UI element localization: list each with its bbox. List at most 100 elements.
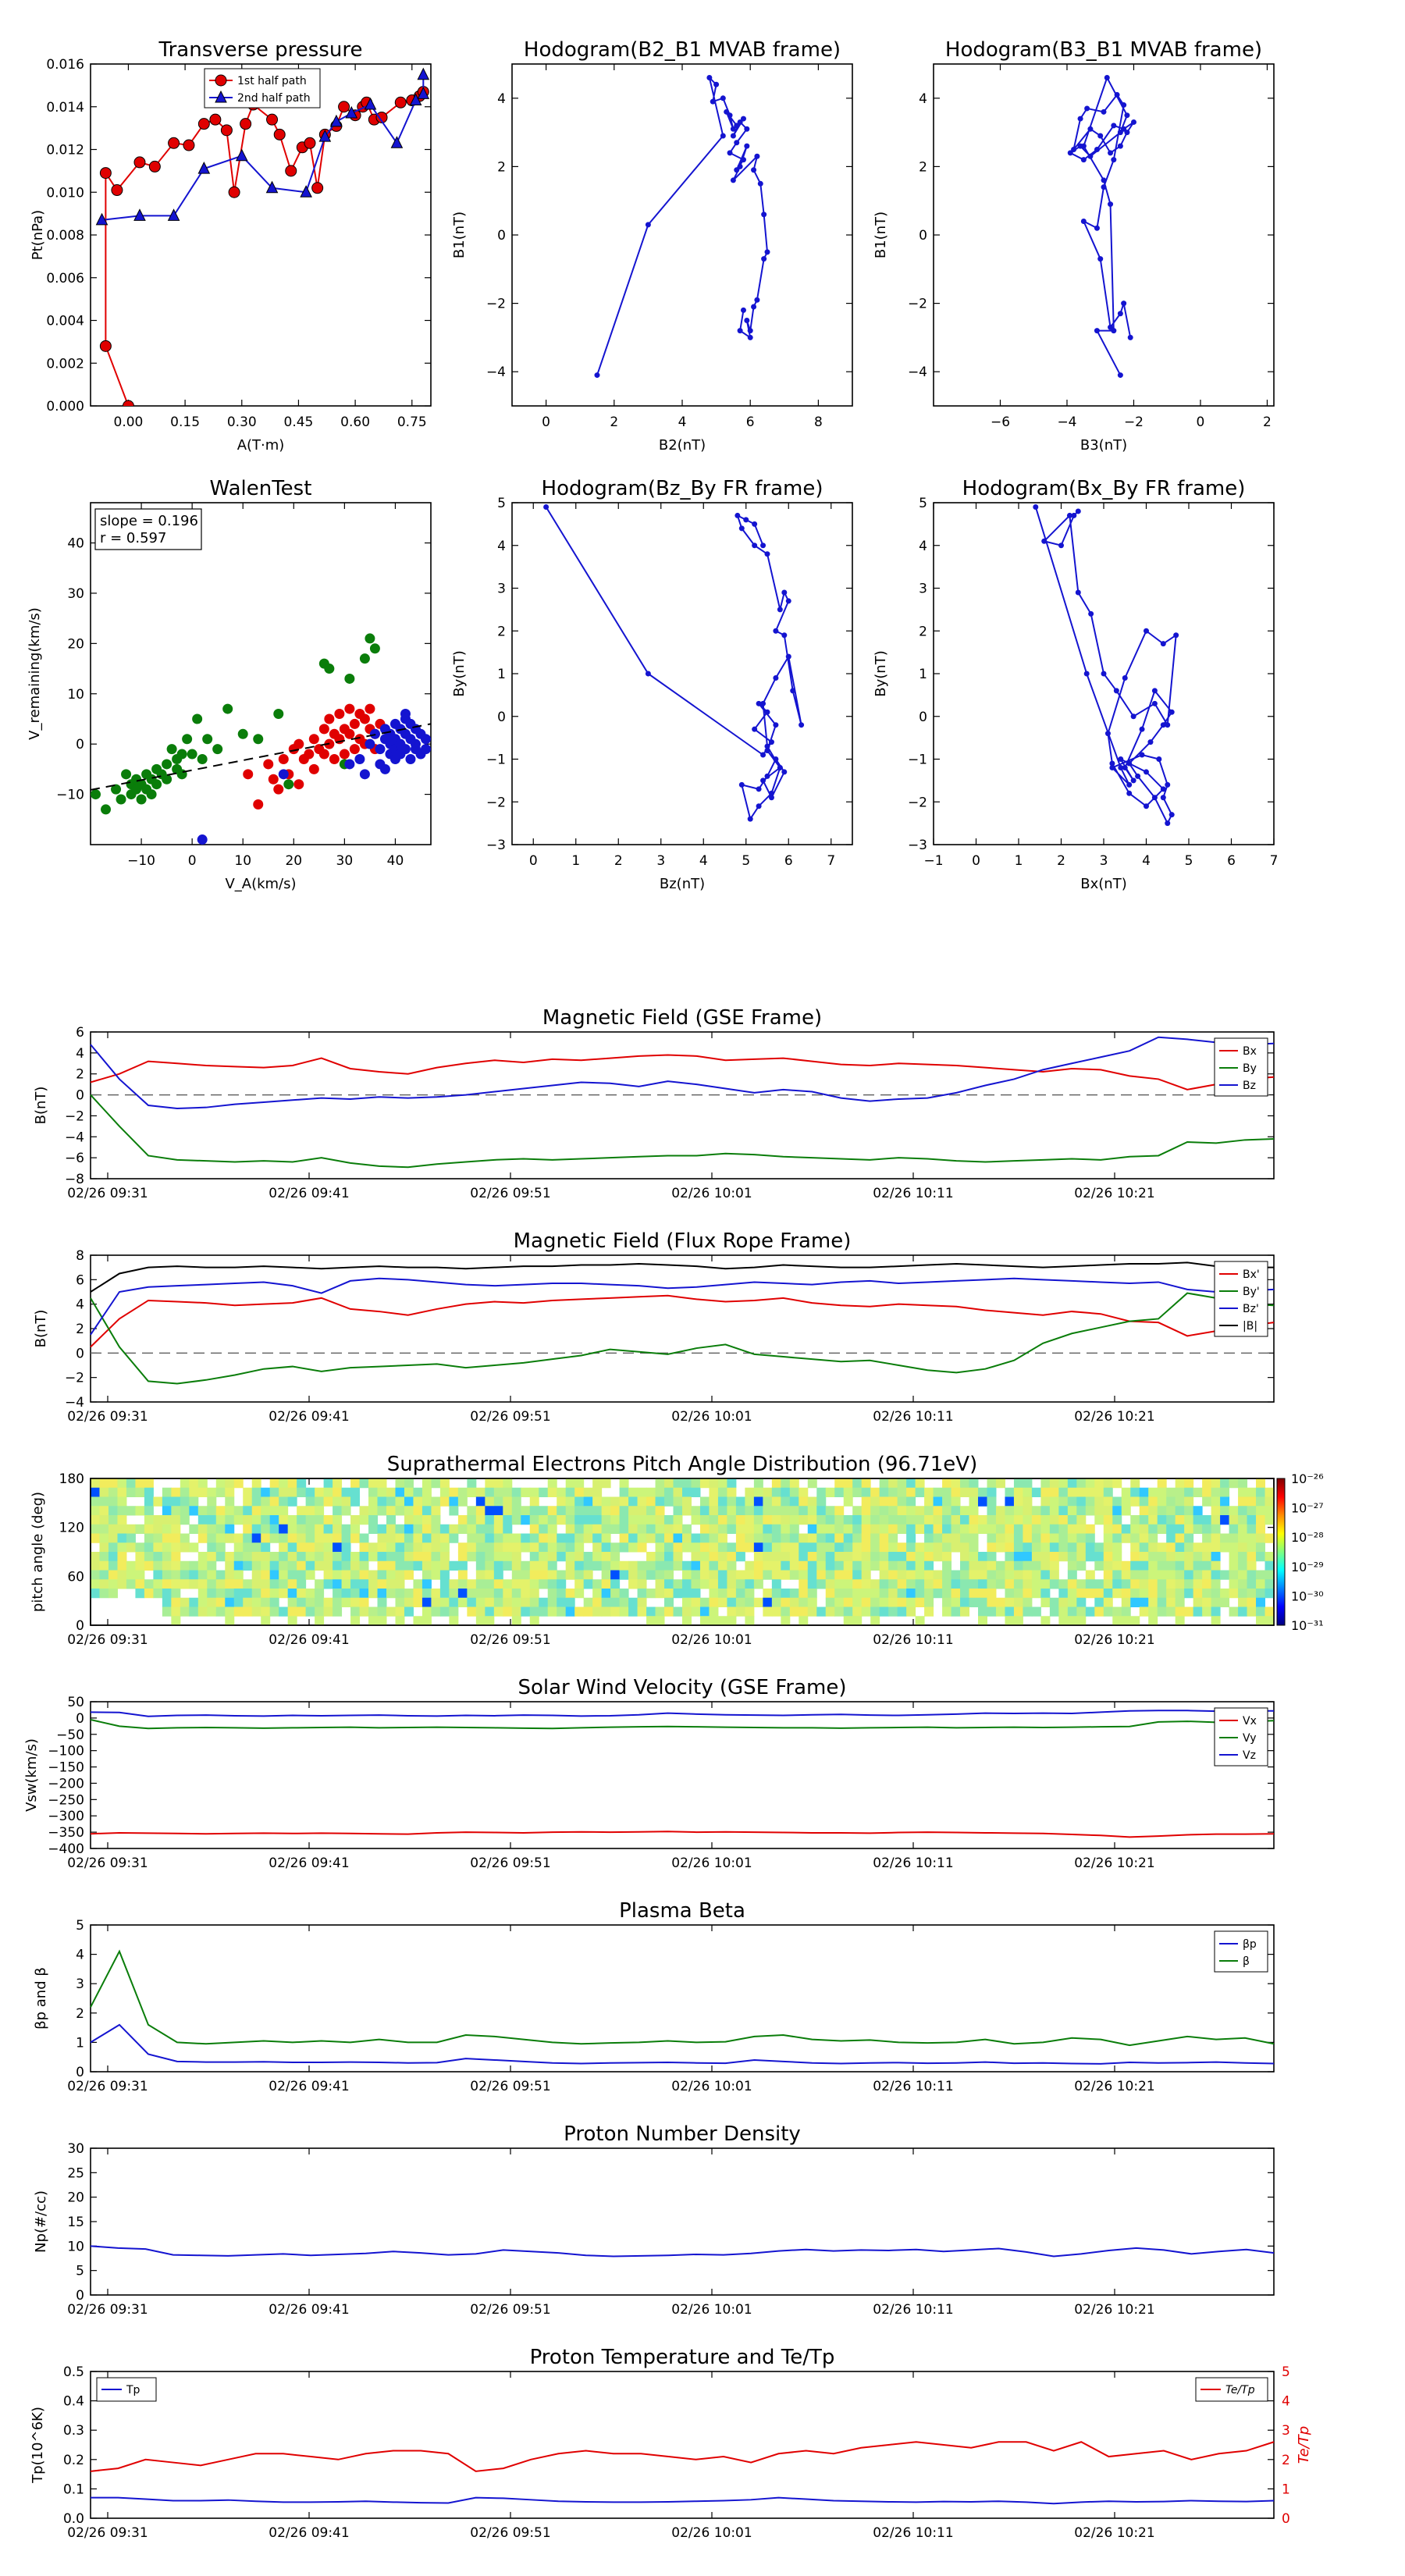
pad-cell <box>960 1487 970 1497</box>
pad-cell <box>691 1542 701 1553</box>
pad-cell <box>287 1597 297 1607</box>
pad-cell <box>1256 1515 1266 1525</box>
hodogram_b2_b1-point <box>761 212 767 218</box>
pad-cell <box>1148 1496 1158 1507</box>
pad-cell <box>565 1524 575 1534</box>
pad-cell <box>717 1487 727 1497</box>
pad-cell <box>207 1524 217 1534</box>
pad-cell <box>870 1560 880 1571</box>
pad-cell <box>574 1542 585 1553</box>
walen_test-point-red <box>329 754 340 764</box>
pad-cell <box>359 1589 369 1599</box>
transverse_pressure-ytick-label: 0.006 <box>46 271 84 286</box>
pad-cell <box>1121 1560 1131 1571</box>
pad-cell <box>834 1597 845 1607</box>
pad-cell <box>297 1606 307 1617</box>
hodogram_bz_by-point <box>790 688 796 694</box>
hodogram_bx_by-ylabel: By(nT) <box>873 650 889 696</box>
pad-cell <box>1013 1597 1023 1607</box>
pad-cell <box>1067 1524 1077 1534</box>
pad-cell <box>781 1597 791 1607</box>
hodogram_bz_by-point <box>752 726 758 732</box>
pad-cell <box>215 1606 226 1617</box>
pad-cell <box>574 1589 585 1599</box>
pad-cell <box>799 1506 809 1516</box>
pad-cell <box>691 1606 701 1617</box>
pad-cell <box>144 1579 154 1589</box>
pad-cell <box>879 1570 889 1580</box>
pad-cell <box>297 1506 307 1516</box>
pad-cell <box>404 1487 414 1497</box>
pad-cell <box>1130 1589 1140 1599</box>
pad-cell <box>879 1606 889 1617</box>
pad-cell <box>126 1560 136 1571</box>
pad-cell <box>162 1524 172 1534</box>
pad-cell <box>1184 1560 1194 1571</box>
pad-cell <box>1130 1496 1140 1507</box>
pad-cell <box>521 1579 531 1589</box>
pad-cell <box>126 1570 136 1580</box>
pad-cell <box>225 1506 235 1516</box>
hodogram_b3_b1-point <box>1094 147 1100 152</box>
pad-cell <box>261 1533 271 1543</box>
pad-cell <box>1256 1487 1266 1497</box>
pad-cell <box>493 1579 503 1589</box>
pad-cell <box>243 1560 253 1571</box>
pad-cell <box>243 1589 253 1599</box>
pad-cell <box>1049 1506 1059 1516</box>
hodogram_bz_by-point <box>773 628 779 634</box>
pad-cell <box>825 1533 835 1543</box>
pad-ytick-label: 60 <box>67 1569 84 1585</box>
pad-cell <box>297 1478 307 1489</box>
walen_test-point-green <box>162 774 173 785</box>
pad-cell <box>1264 1570 1275 1580</box>
pad-cell <box>960 1552 970 1562</box>
pad-cell <box>1031 1552 1041 1562</box>
pad-cell <box>1013 1524 1023 1534</box>
pad-cell <box>807 1579 817 1589</box>
pad-cell <box>717 1579 727 1589</box>
pad-cell <box>987 1478 997 1489</box>
transverse_pressure-ytick-label: 0.016 <box>46 57 84 73</box>
transverse_pressure-point <box>148 160 161 173</box>
pad-cell <box>1013 1515 1023 1525</box>
pad-cell <box>789 1478 799 1489</box>
pad-cell <box>942 1542 952 1553</box>
pad-cell <box>225 1597 235 1607</box>
pad-cell <box>333 1533 343 1543</box>
pad-cell <box>799 1487 809 1497</box>
pad-cell <box>1193 1597 1203 1607</box>
proton_density-xtick-label: 02/26 09:41 <box>269 2302 349 2318</box>
pad-cell <box>197 1552 208 1562</box>
pad-cell <box>475 1524 486 1534</box>
pad-cell <box>333 1579 343 1589</box>
pad-cell <box>341 1524 351 1534</box>
pad-cell <box>1247 1506 1257 1516</box>
proton_density-ytick-label: 10 <box>67 2239 84 2254</box>
pad-cell <box>897 1570 907 1580</box>
pad-cell <box>592 1579 603 1589</box>
pad-cell <box>485 1597 495 1607</box>
pad-cell <box>960 1560 970 1571</box>
pad-cell <box>1264 1487 1275 1497</box>
pad-cell <box>144 1542 154 1553</box>
mag_fr-line-By <box>90 1292 1275 1385</box>
pad-cell <box>287 1589 297 1599</box>
pad-cell <box>735 1533 745 1543</box>
pad-cell <box>171 1542 181 1553</box>
hodogram_bx_by-point <box>1165 722 1171 728</box>
pad-cell <box>664 1570 674 1580</box>
pad-cell <box>261 1597 271 1607</box>
pad-cell <box>493 1524 503 1534</box>
pad-cell <box>1157 1579 1167 1589</box>
pad-cell <box>745 1515 755 1525</box>
pad-cell <box>539 1542 549 1553</box>
pad-cell <box>413 1597 423 1607</box>
pad-cell <box>745 1606 755 1617</box>
pad-cell <box>529 1533 539 1543</box>
pad-cell <box>664 1606 674 1617</box>
pad-cell <box>763 1533 773 1543</box>
hodogram_b3_b1-series-group <box>1067 75 1136 379</box>
